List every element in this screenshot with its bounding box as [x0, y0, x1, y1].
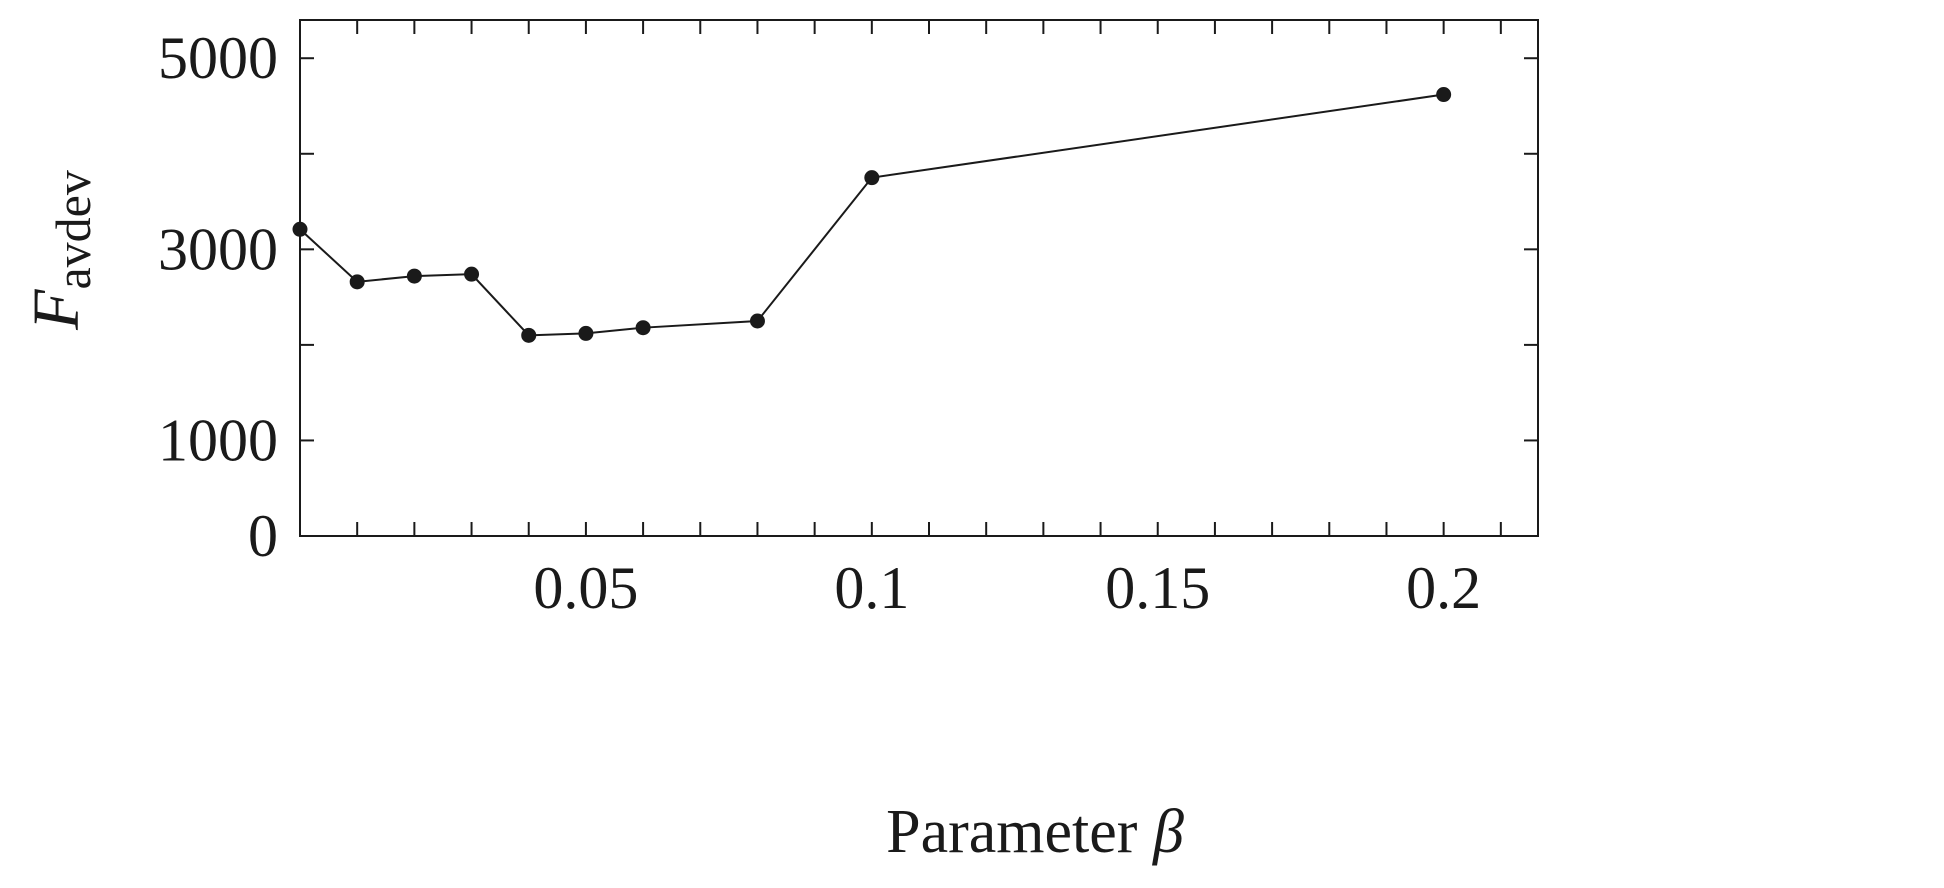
- y-tick-label: 0: [248, 503, 278, 569]
- data-point: [578, 325, 594, 341]
- y-axis-label-main: F: [20, 289, 93, 331]
- x-tick-labels: 0.05 0.1 0.15 0.2: [533, 555, 1481, 621]
- data-point: [464, 266, 480, 282]
- y-tick-label: 3000: [158, 216, 278, 282]
- series-line: [299, 93, 1444, 337]
- data-point: [521, 327, 537, 343]
- x-axis-label: Parameter β: [886, 798, 1184, 866]
- x-tick-label: 0.1: [834, 555, 909, 621]
- data-points: [292, 87, 1452, 343]
- data-point: [1436, 87, 1452, 103]
- data-point: [406, 268, 422, 284]
- x-tick-label: 0.2: [1406, 555, 1481, 621]
- y-axis-label: Favdev: [20, 170, 101, 331]
- axis-ticks: [300, 20, 1538, 537]
- data-point: [635, 320, 651, 336]
- data-point: [864, 170, 880, 186]
- x-tick-label: 0.15: [1105, 555, 1210, 621]
- data-point: [292, 221, 308, 237]
- x-axis-label-text: Parameter: [886, 798, 1153, 866]
- y-tick-label: 1000: [158, 407, 278, 473]
- x-axis-label-symbol: β: [1152, 798, 1184, 866]
- plot-frame: [299, 19, 1539, 537]
- y-axis-label-sub: avdev: [45, 170, 101, 289]
- data-point: [349, 274, 365, 290]
- y-tick-labels: 0 1000 3000 5000: [158, 25, 278, 569]
- x-tick-label: 0.05: [533, 555, 638, 621]
- data-point: [749, 313, 765, 329]
- y-tick-label: 5000: [158, 25, 278, 91]
